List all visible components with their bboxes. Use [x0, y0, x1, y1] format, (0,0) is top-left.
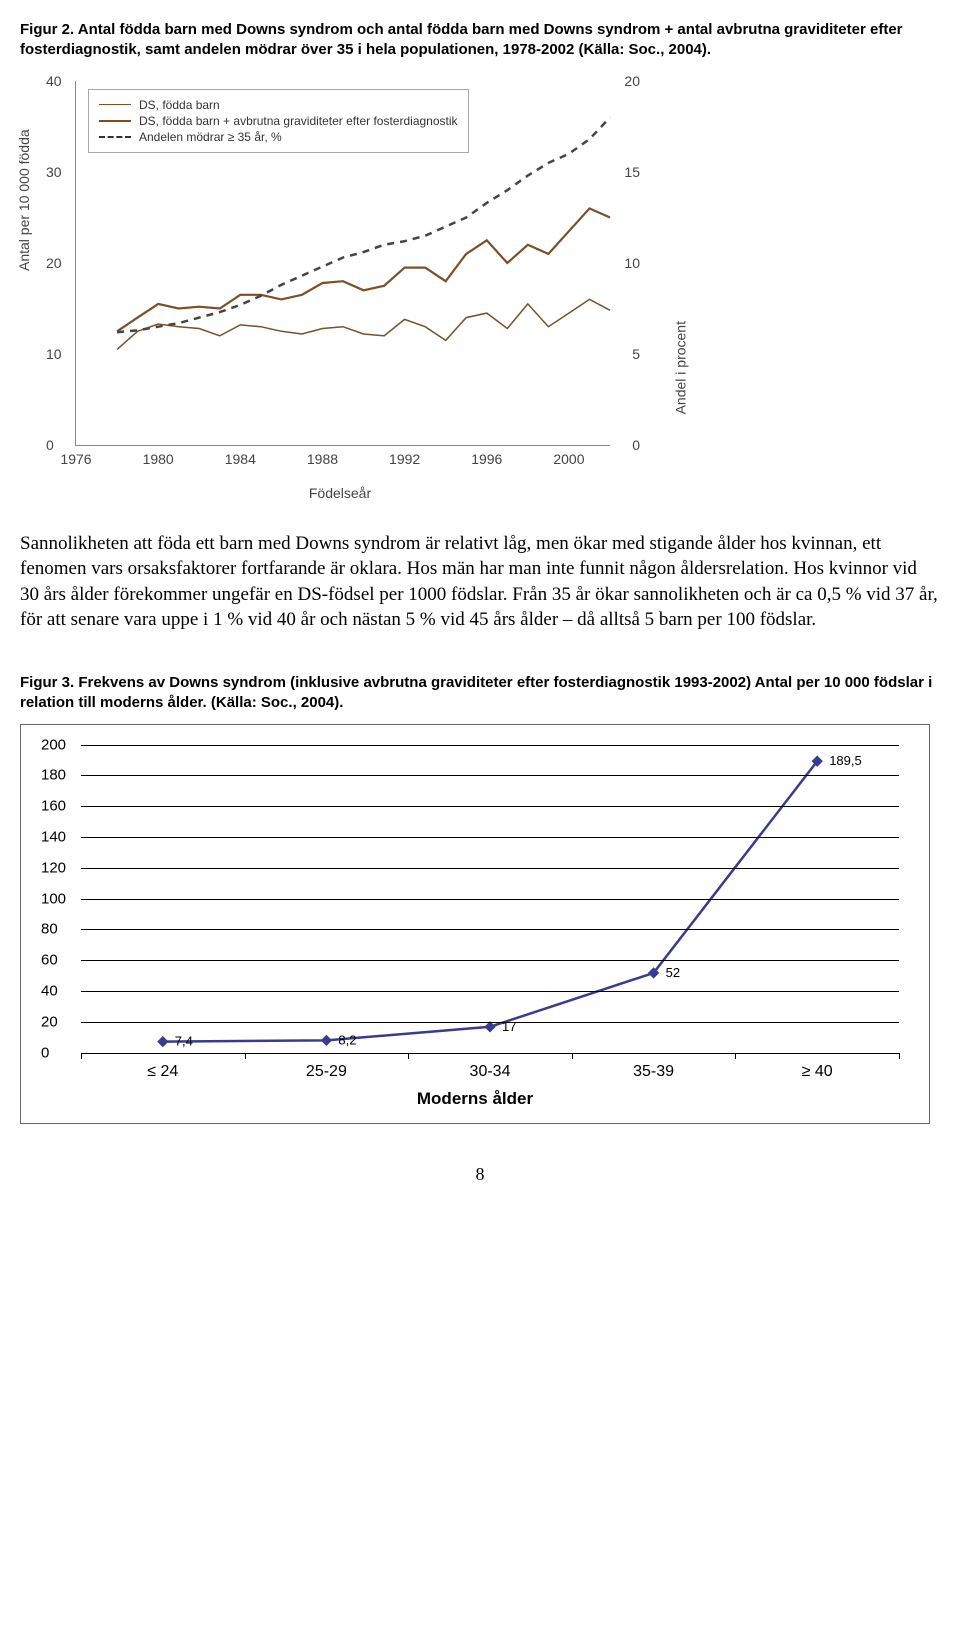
svg-text:189,5: 189,5 [829, 753, 862, 768]
figure2-caption: Figur 2. Antal födda barn med Downs synd… [20, 20, 940, 61]
figure3-caption: Figur 3. Frekvens av Downs syndrom (inkl… [20, 673, 940, 714]
figure2-plot-area: DS, födda barn DS, födda barn + avbrutna… [75, 81, 610, 446]
svg-text:7,4: 7,4 [175, 1033, 193, 1048]
figure2-ylabel-left: Antal per 10 000 födda [16, 129, 32, 271]
svg-text:52: 52 [666, 964, 680, 979]
figure3-xlabel: Moderns ålder [21, 1089, 929, 1109]
svg-text:17: 17 [502, 1018, 516, 1033]
svg-text:8,2: 8,2 [338, 1032, 356, 1047]
body-paragraph: Sannolikheten att föda ett barn med Down… [20, 531, 940, 634]
figure3-chart: 7,48,21752189,5 020406080100120140160180… [20, 724, 930, 1124]
page-number: 8 [20, 1164, 940, 1185]
figure2-svg [76, 81, 610, 445]
figure3-plot-area: 7,48,21752189,5 020406080100120140160180… [81, 745, 899, 1053]
figure2-xlabel: Födelseår [20, 485, 660, 501]
figure2-chart: Antal per 10 000 födda Andel i procent D… [20, 71, 660, 501]
figure2-ylabel-right: Andel i procent [672, 321, 688, 414]
